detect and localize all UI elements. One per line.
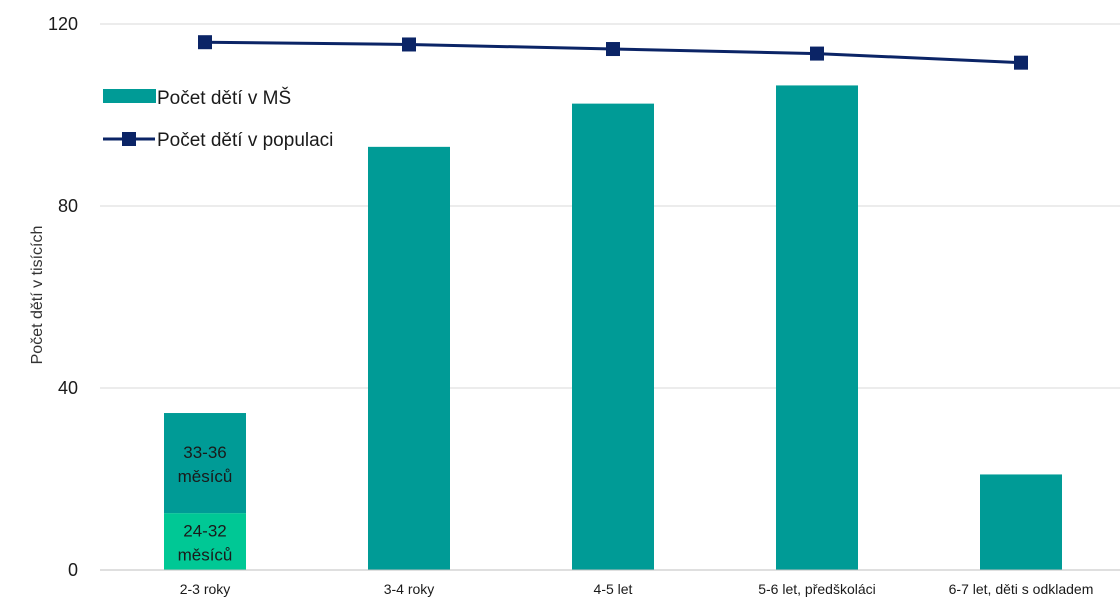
y-axis-label: Počet dětí v tisících [29,226,46,365]
legend: Počet dětí v MŠ Počet dětí v populaci [103,87,333,151]
y-tick-label: 120 [48,14,78,34]
x-tick-label: 4-5 let [594,581,633,597]
legend-label-population: Počet dětí v populaci [157,130,333,151]
x-tick-label: 6-7 let, děti s odkladem [949,581,1094,597]
bars [164,85,1062,571]
x-tick-label: 5-6 let, předškoláci [758,581,876,597]
y-tick-label: 80 [58,196,78,216]
population-point [606,42,620,57]
x-tick-label: 2-3 roky [180,581,231,597]
legend-label-kindergarten: Počet dětí v MŠ [157,87,291,109]
legend-swatch-population-marker [122,132,136,146]
y-tick-label: 40 [58,378,78,398]
stacked-segment-labels: 24-32 měsíců 33-36 měsíců [178,443,233,564]
population-line [198,35,1028,70]
bar [368,146,450,570]
bar [572,103,654,570]
y-tick-label: 0 [68,560,78,580]
population-point [810,46,824,61]
x-tick-label: 3-4 roky [384,581,435,597]
segment-label: 24-32 měsíců [178,522,233,565]
bar-segment [164,513,246,570]
segment-label: 33-36 měsíců [178,443,233,486]
population-point [1014,55,1028,70]
bar [980,474,1062,570]
population-point [198,35,212,50]
bar-segment [164,413,246,514]
population-point [402,37,416,52]
y-axis-ticks: 0 40 80 120 [48,14,78,580]
bar [776,85,858,571]
legend-swatch-kindergarten [103,89,156,103]
x-axis-ticks: 2-3 roky 3-4 roky 4-5 let 5-6 let, předškol… [180,581,1094,597]
